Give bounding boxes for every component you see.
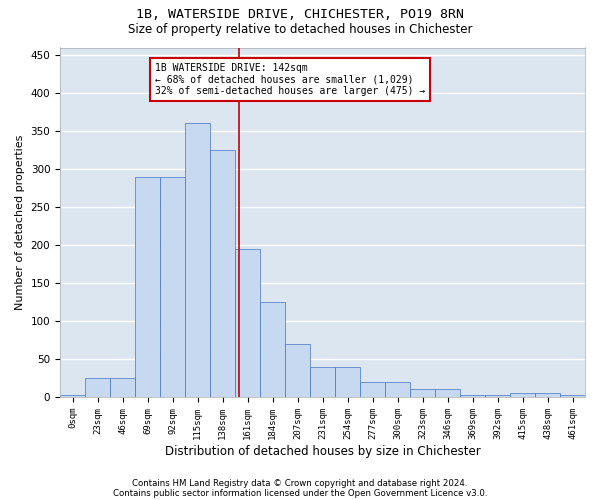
Text: 1B WATERSIDE DRIVE: 142sqm
← 68% of detached houses are smaller (1,029)
32% of s: 1B WATERSIDE DRIVE: 142sqm ← 68% of deta… [155,63,425,96]
Bar [335,366,360,397]
Bar [185,124,210,397]
Bar [310,366,335,397]
Text: Contains public sector information licensed under the Open Government Licence v3: Contains public sector information licen… [113,488,487,498]
Bar [210,150,235,397]
Text: Size of property relative to detached houses in Chichester: Size of property relative to detached ho… [128,22,472,36]
Y-axis label: Number of detached properties: Number of detached properties [15,134,25,310]
Bar [85,378,110,397]
Bar [485,394,510,397]
X-axis label: Distribution of detached houses by size in Chichester: Distribution of detached houses by size … [164,444,481,458]
Bar [410,390,435,397]
Bar [60,396,85,397]
Text: Contains HM Land Registry data © Crown copyright and database right 2024.: Contains HM Land Registry data © Crown c… [132,478,468,488]
Bar [285,344,310,397]
Bar [135,176,160,397]
Bar [360,382,385,397]
Bar [510,393,535,397]
Bar [110,378,135,397]
Bar [160,176,185,397]
Bar [235,249,260,397]
Bar [435,390,460,397]
Bar [260,302,285,397]
Bar [535,393,560,397]
Bar [385,382,410,397]
Bar [460,394,485,397]
Text: 1B, WATERSIDE DRIVE, CHICHESTER, PO19 8RN: 1B, WATERSIDE DRIVE, CHICHESTER, PO19 8R… [136,8,464,20]
Bar [560,396,585,397]
